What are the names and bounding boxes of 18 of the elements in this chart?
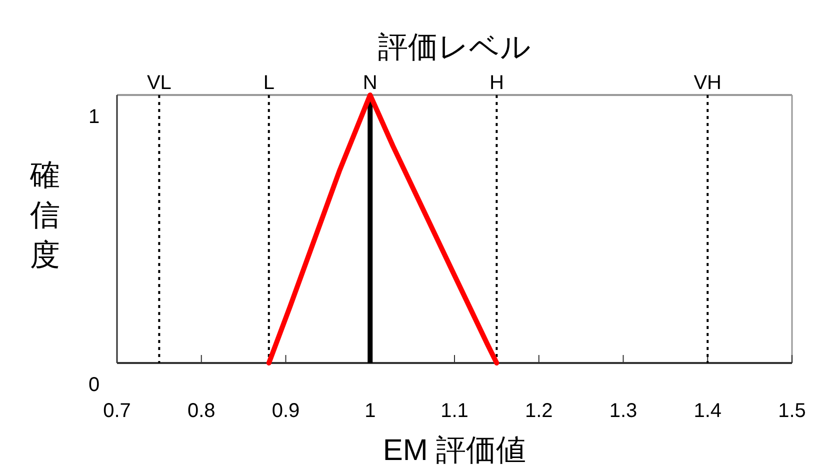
x-tick-label: 0.9 [272, 400, 300, 422]
ref-line-label: VL [146, 72, 172, 94]
chart-title: 評価レベル [378, 31, 531, 64]
x-tick-label: 1.4 [694, 400, 722, 422]
x-tick-label: 1.2 [524, 400, 553, 422]
ref-line-label: H [489, 72, 504, 94]
x-tick-label: 1.5 [778, 400, 806, 422]
x-tick-label: 1.1 [440, 400, 468, 422]
x-axis-title: EM 評価値 [382, 434, 526, 465]
y-tick-label: 0 [88, 374, 100, 396]
ref-line-label: L [263, 72, 274, 94]
ref-line-label: N [362, 72, 378, 94]
x-tick-label: 1 [364, 400, 376, 422]
ref-line-label: VH [694, 72, 722, 94]
x-tick-label: 1.3 [609, 400, 638, 422]
x-tick-label: 0.7 [103, 400, 131, 422]
x-tick-label: 0.8 [187, 400, 216, 422]
y-axis-title: 確信度 [29, 159, 60, 272]
